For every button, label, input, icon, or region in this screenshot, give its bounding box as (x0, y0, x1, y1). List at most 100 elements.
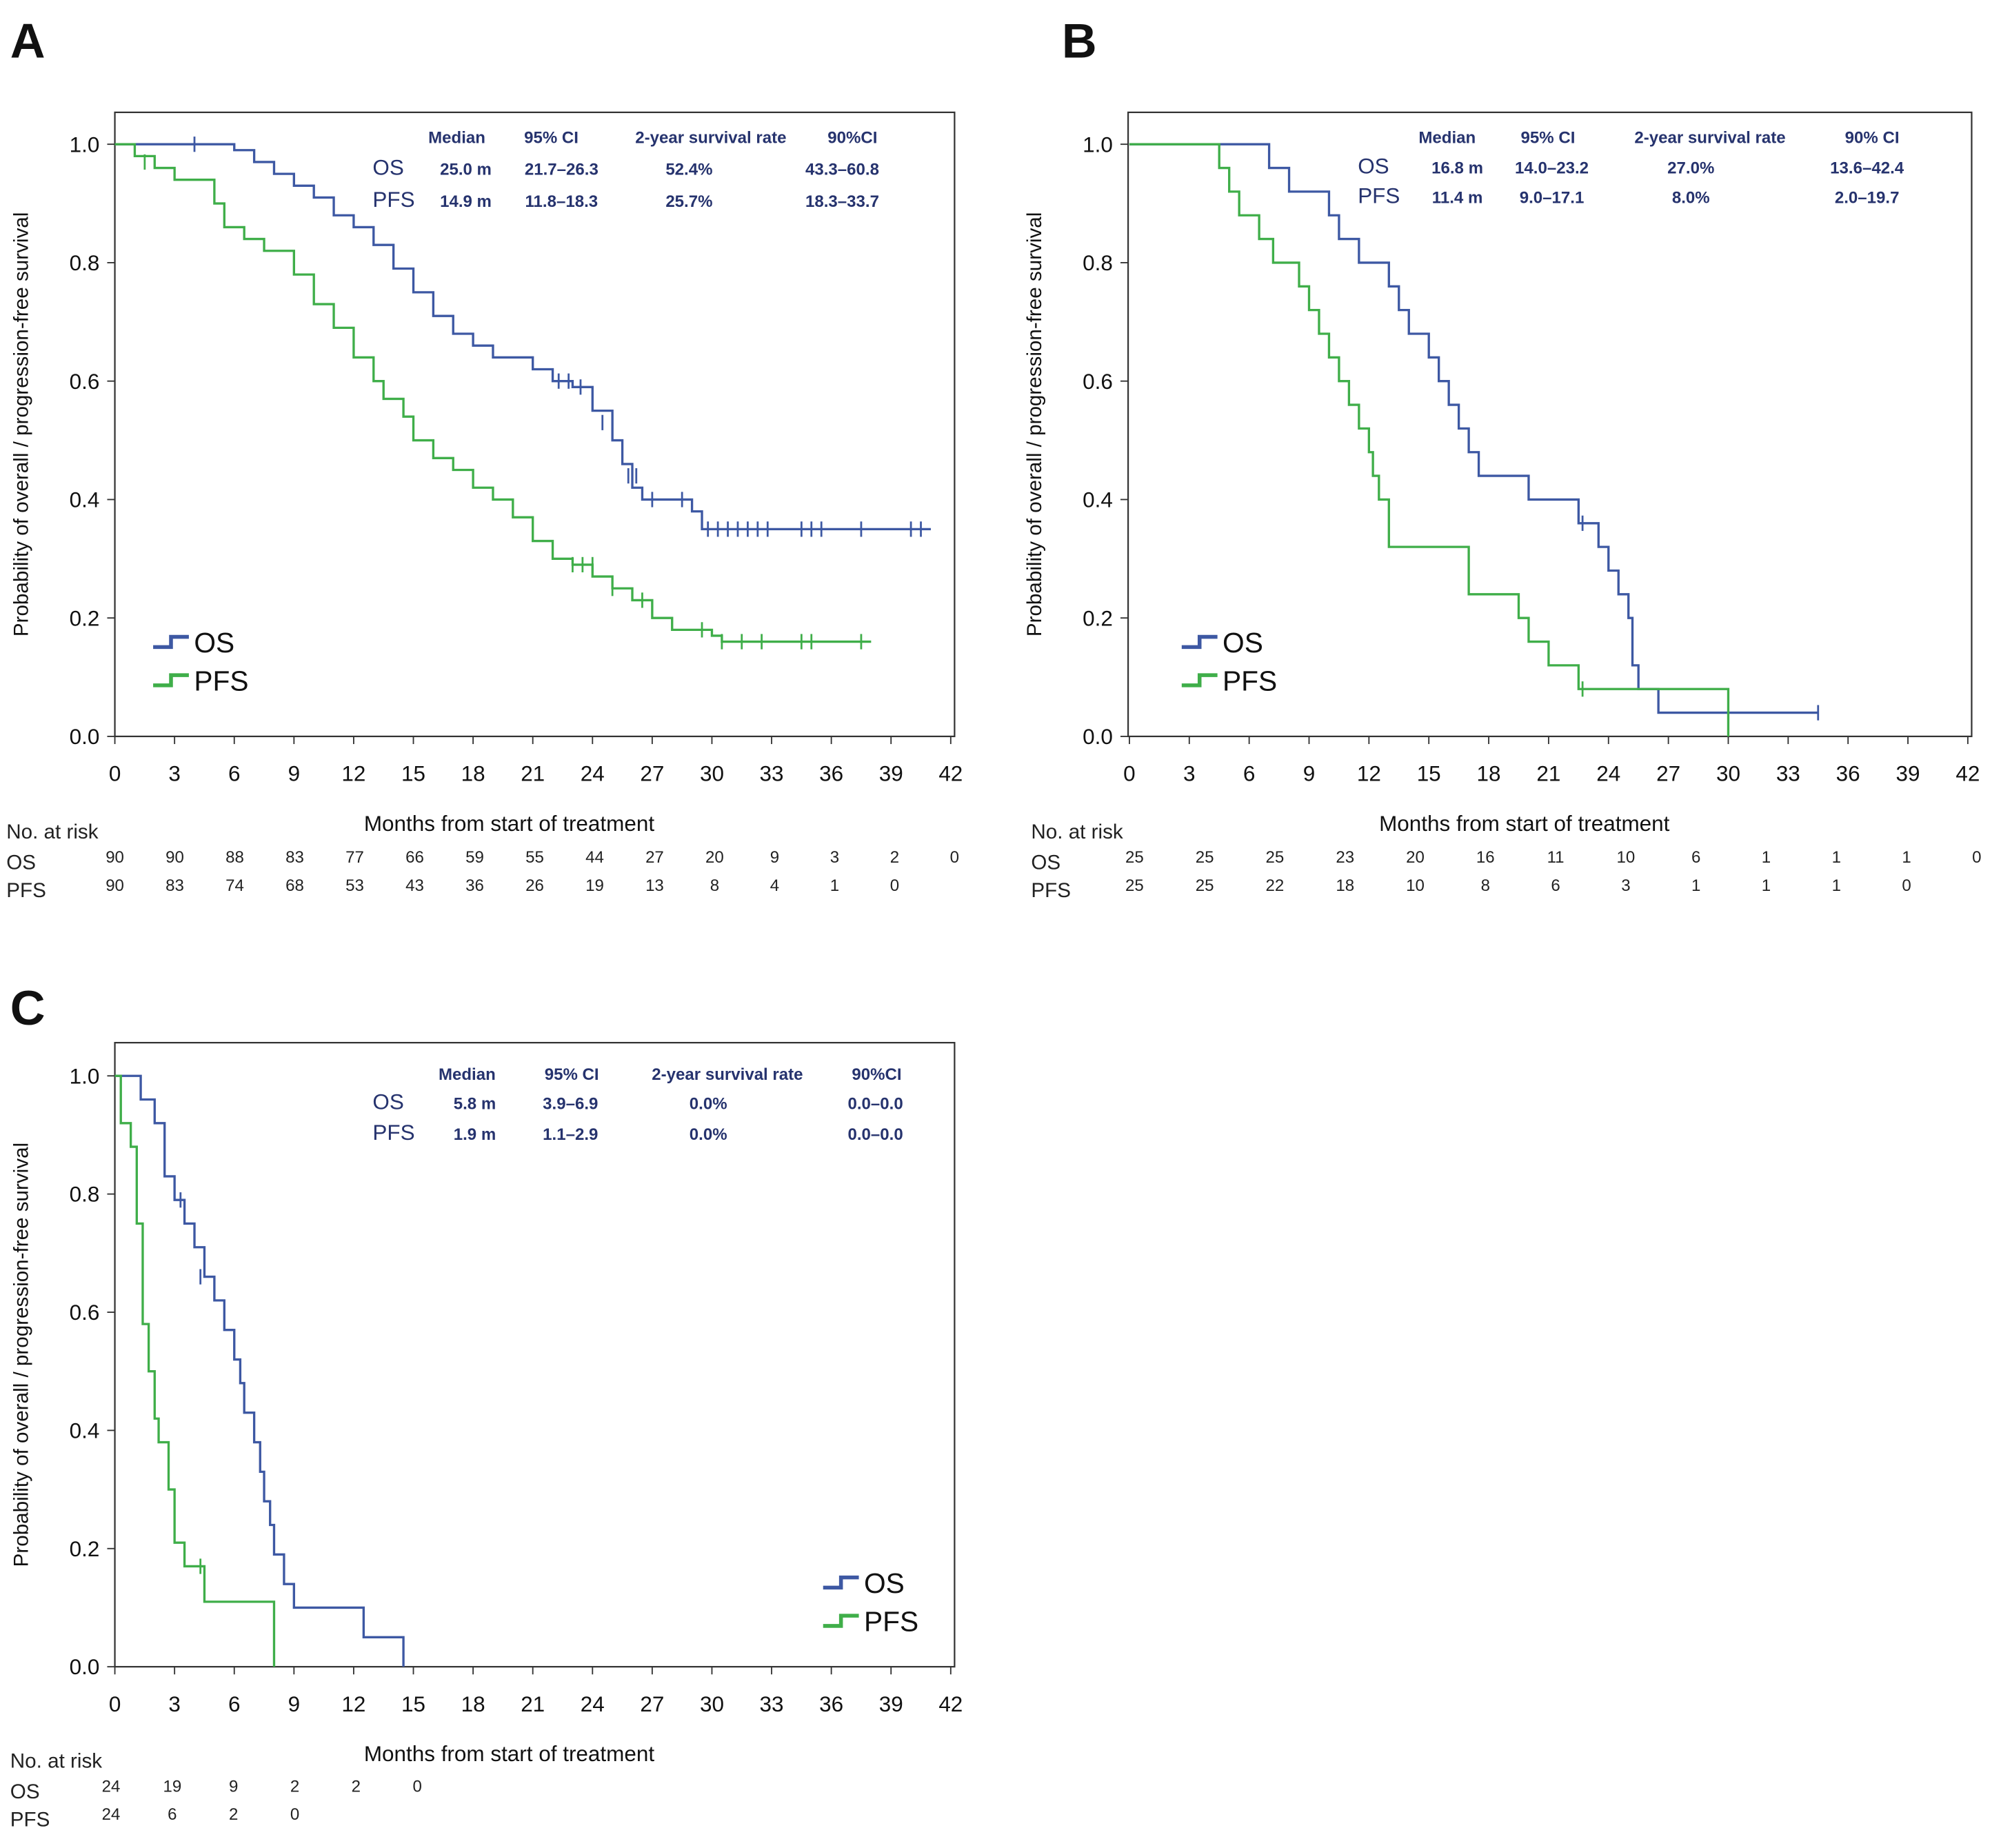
at-risk-value: 10 (1406, 876, 1425, 895)
x-tick-label: 18 (1477, 762, 1501, 786)
at-risk-value: 90 (165, 848, 184, 867)
at-risk-value: 11 (1547, 848, 1565, 867)
panel-label: B (1062, 13, 1097, 68)
x-tick-label: 24 (1596, 762, 1620, 786)
at-risk-value: 83 (285, 848, 304, 867)
at-risk-value: 20 (705, 848, 724, 867)
chart-panel-c: C0 3 6 9 12 15 18 21 24 27 30 33 36 39 420.00.20.40.60… (10, 981, 963, 1831)
y-tick-label: 1.0 (1083, 132, 1113, 157)
x-tick-label: 0 (109, 1692, 121, 1716)
at-risk-value: 22 (1266, 876, 1285, 895)
y-tick-label: 0.6 (70, 370, 100, 394)
plot-frame (114, 1042, 956, 1668)
at-risk-value: 88 (225, 848, 244, 867)
x-tick-label: 30 (1716, 762, 1740, 786)
x-tick-label: 21 (521, 762, 545, 786)
x-tick-label: 27 (1656, 762, 1680, 786)
at-risk-title: No. at risk (10, 1749, 102, 1772)
at-risk-value: 2 (229, 1805, 238, 1824)
y-tick-label: 0.6 (70, 1300, 100, 1325)
at-risk-value: 3 (1621, 876, 1630, 895)
at-risk-value: 25 (1125, 876, 1144, 895)
table-header: 95% CI (545, 1065, 599, 1084)
at-risk-title: No. at risk (6, 821, 98, 843)
table-cell-ci90: 13.6–42.4 (1830, 159, 1904, 178)
x-tick-label: 3 (1183, 762, 1196, 786)
x-axis-label: Months from start of treatment (364, 812, 655, 836)
at-risk-row-label: PFS (6, 879, 46, 902)
at-risk-row-label: PFS (1031, 879, 1071, 902)
at-risk-value: 43 (405, 876, 424, 895)
x-tick-label: 42 (1955, 762, 1980, 786)
panel-label: A (10, 13, 46, 68)
at-risk-row-label: OS (6, 851, 36, 874)
at-risk-value: 25 (1196, 876, 1214, 895)
legend-swatch-os (823, 1575, 859, 1590)
y-tick-label: 1.0 (70, 1064, 100, 1088)
table-cell-median: 5.8 m (454, 1094, 496, 1113)
at-risk-value: 26 (525, 876, 544, 895)
at-risk-value: 19 (585, 876, 604, 895)
table-header: 90% CI (1845, 128, 1900, 147)
x-tick-label: 0 (1123, 762, 1136, 786)
at-risk-value: 44 (585, 848, 604, 867)
table-cell-ci95: 1.1–2.9 (543, 1125, 598, 1144)
at-risk-value: 9 (770, 848, 779, 867)
x-tick-label: 24 (581, 762, 605, 786)
at-risk-value: 13 (645, 876, 664, 895)
chart-panel-b: B0 3 6 9 12 15 18 21 24 27 30 33 36 39 420.00.20.40.60… (1023, 13, 1981, 902)
at-risk-value: 68 (285, 876, 304, 895)
at-risk-value: 1 (1762, 876, 1771, 895)
table-cell-rate: 0.0% (690, 1125, 727, 1144)
x-axis-label: Months from start of treatment (1379, 812, 1670, 836)
y-tick-label: 0.8 (70, 251, 100, 275)
x-tick-label: 12 (341, 762, 365, 786)
x-tick-label: 39 (879, 762, 903, 786)
at-risk-value: 36 (465, 876, 484, 895)
x-tick-label: 33 (1776, 762, 1800, 786)
y-tick-label: 0.2 (70, 1537, 100, 1561)
x-tick-label: 21 (1536, 762, 1560, 786)
table-header: 90%CI (827, 128, 877, 147)
at-risk-value: 77 (345, 848, 364, 867)
x-tick-label: 3 (168, 762, 181, 786)
legend-swatch-pfs (1181, 673, 1218, 687)
at-risk-value: 90 (105, 848, 124, 867)
at-risk-value: 59 (465, 848, 484, 867)
at-risk-value: 24 (102, 1778, 121, 1796)
y-axis-label: Probability of overall / progression-fre… (1023, 212, 1046, 636)
km-curve-pfs (114, 1074, 276, 1667)
table-cell-median: 1.9 m (454, 1125, 496, 1144)
table-row-label: PFS (372, 188, 414, 212)
plot-frame (1127, 111, 1973, 738)
table-cell-median: 25.0 m (440, 161, 492, 179)
x-tick-label: 42 (938, 1692, 963, 1716)
at-risk-value: 4 (770, 876, 779, 895)
at-risk-value: 25 (1196, 848, 1214, 867)
table-header: Median (439, 1065, 496, 1084)
x-tick-label: 30 (700, 1692, 724, 1716)
x-tick-label: 33 (760, 762, 784, 786)
x-tick-label: 39 (1896, 762, 1920, 786)
km-curve-pfs (1129, 143, 1730, 736)
at-risk-value: 83 (165, 876, 184, 895)
table-cell-ci95: 21.7–26.3 (525, 161, 599, 179)
table-header: Median (1418, 128, 1476, 147)
at-risk-value: 8 (1481, 876, 1490, 895)
x-tick-label: 18 (461, 762, 485, 786)
legend-label-pfs: PFS (194, 665, 248, 696)
at-risk-value: 1 (830, 876, 839, 895)
legend-swatch-pfs (823, 1614, 859, 1628)
table-header: 2-year survival rate (652, 1065, 803, 1084)
at-risk-value: 55 (525, 848, 544, 867)
x-axis-label: Months from start of treatment (364, 1742, 655, 1766)
at-risk-value: 0 (1972, 848, 1981, 867)
table-cell-ci90: 0.0–0.0 (848, 1125, 903, 1144)
at-risk-value: 53 (345, 876, 364, 895)
y-tick-label: 0.0 (70, 725, 100, 749)
table-cell-rate: 8.0% (1672, 188, 1710, 207)
at-risk-value: 18 (1336, 876, 1354, 895)
x-tick-label: 0 (109, 762, 121, 786)
table-cell-median: 16.8 m (1431, 159, 1483, 178)
at-risk-value: 2 (890, 848, 899, 867)
